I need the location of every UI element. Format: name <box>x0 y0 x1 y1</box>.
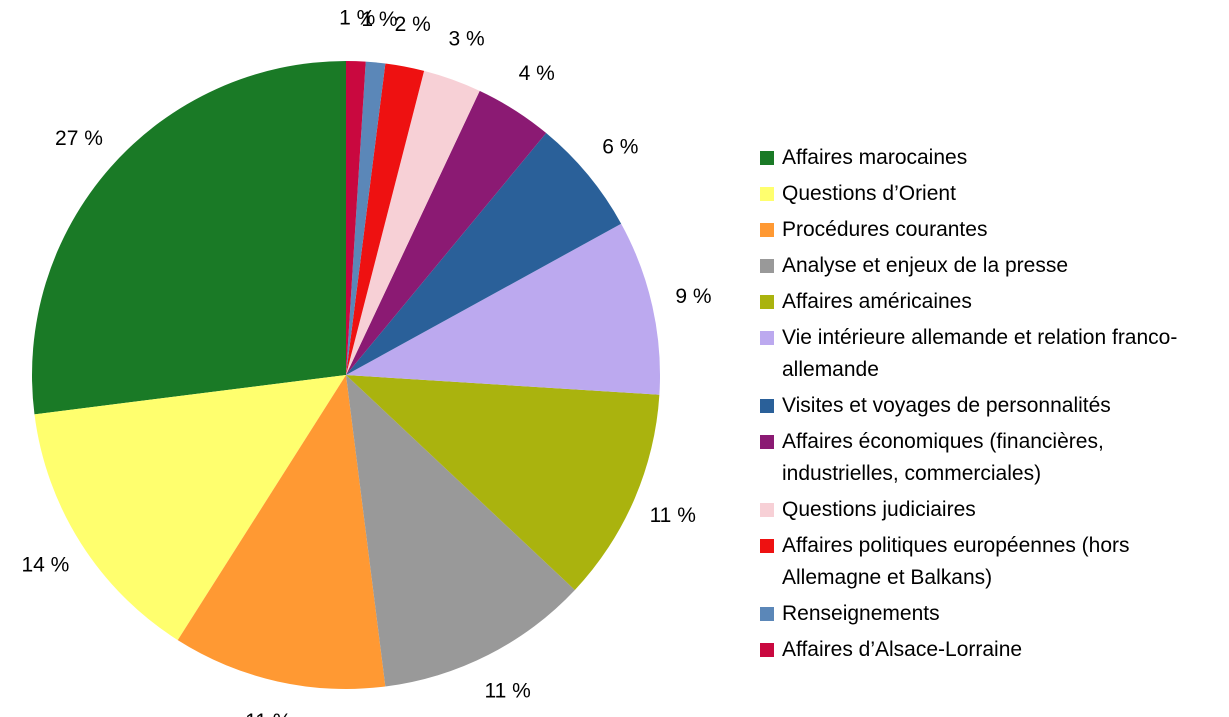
pie-slice <box>177 375 386 689</box>
data-label: 6 % <box>602 136 638 159</box>
legend-swatch <box>760 151 774 165</box>
legend-label: Affaires d’Alsace-Lorraine <box>782 638 1023 661</box>
data-label: 14 % <box>21 553 69 576</box>
legend-label: Procédures courantes <box>782 218 988 241</box>
legend-label: Affaires économiques (financières, indus… <box>782 430 1104 485</box>
data-label: 1 % <box>339 7 375 30</box>
data-label: 27 % <box>55 127 103 150</box>
data-label: 4 % <box>519 62 555 85</box>
pie-slice <box>346 90 547 375</box>
legend-swatch <box>760 607 774 621</box>
legend-label: Renseignements <box>782 602 940 625</box>
legend-swatch <box>760 503 774 517</box>
legend-item: Affaires américaines <box>760 286 1225 318</box>
legend-label: Affaires politiques européennes (hors Al… <box>782 534 1130 589</box>
legend-item: Analyse et enjeux de la presse <box>760 250 1225 282</box>
legend-swatch <box>760 331 774 345</box>
legend-item: Affaires politiques européennes (hors Al… <box>760 530 1225 594</box>
pie-slice <box>346 63 425 375</box>
pie-slice <box>346 133 622 375</box>
pie-slice <box>346 375 660 590</box>
legend-item: Visites et voyages de personnalités <box>760 390 1225 422</box>
legend-label: Vie intérieure allemande et relation fra… <box>782 326 1178 381</box>
pie-slice <box>346 61 366 375</box>
legend-swatch <box>760 399 774 413</box>
pie-slice <box>346 375 575 687</box>
legend-item: Affaires marocaines <box>760 142 1225 174</box>
legend-item: Procédures courantes <box>760 214 1225 246</box>
legend: Affaires marocaines Questions d’Orient Pro… <box>760 142 1225 670</box>
pie-slice <box>346 223 660 395</box>
legend-item: Questions d’Orient <box>760 178 1225 210</box>
data-label: 11 % <box>245 710 291 717</box>
pie-area: 27 %14 %11 %11 %11 %9 %6 %4 %3 %2 %1 %1 … <box>21 7 711 717</box>
legend-swatch <box>760 223 774 237</box>
legend-label: Analyse et enjeux de la presse <box>782 254 1069 277</box>
data-label: 2 % <box>395 13 431 36</box>
legend-item: Vie intérieure allemande et relation fra… <box>760 322 1225 386</box>
legend-label: Questions judiciaires <box>782 498 976 521</box>
data-label: 1 % <box>361 8 397 31</box>
pie-slice <box>346 70 480 375</box>
legend-label: Affaires américaines <box>782 290 972 313</box>
pie-slice <box>31 61 346 415</box>
legend-swatch <box>760 643 774 657</box>
legend-swatch <box>760 435 774 449</box>
legend-swatch <box>760 539 774 553</box>
legend-item: Renseignements <box>760 598 1225 630</box>
legend-swatch <box>760 259 774 273</box>
legend-label: Visites et voyages de personnalités <box>782 394 1111 417</box>
legend-label: Questions d’Orient <box>782 182 956 205</box>
pie-slice <box>346 61 386 376</box>
legend-item: Questions judiciaires <box>760 494 1225 526</box>
legend-item: Affaires économiques (financières, indus… <box>760 426 1225 490</box>
data-label: 11 % <box>484 680 530 703</box>
legend-swatch <box>760 295 774 309</box>
legend-swatch <box>760 187 774 201</box>
pie-slice <box>34 375 346 641</box>
data-label: 3 % <box>448 28 484 51</box>
data-label: 11 % <box>650 504 696 527</box>
legend-item: Affaires d’Alsace-Lorraine <box>760 634 1225 666</box>
data-label: 9 % <box>675 285 711 308</box>
legend-label: Affaires marocaines <box>782 146 968 169</box>
